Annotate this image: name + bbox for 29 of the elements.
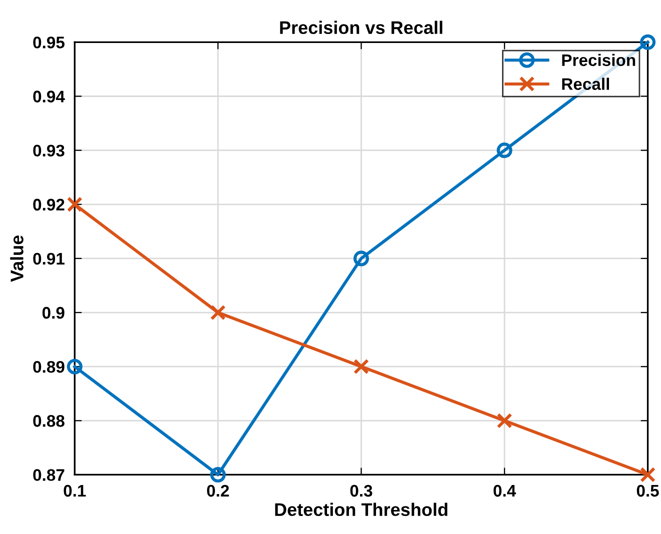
y-tick-label: 0.93 (33, 144, 64, 157)
x-tick-label: 0.2 (207, 484, 229, 497)
y-tick-label: 0.88 (33, 415, 64, 427)
y-tick-label: 0.94 (33, 90, 65, 102)
legend-label: Precision (562, 54, 636, 66)
point (210, 304, 226, 320)
y-tick-label: 0.89 (33, 360, 64, 373)
y-axis-title: Value (10, 235, 24, 282)
chart-title: Precision vs Recall (280, 20, 442, 34)
y-tick-label: 0.91 (33, 252, 65, 265)
x-axis-title: Detection Threshold (275, 502, 448, 516)
x-tick-label: 0.4 (494, 484, 516, 497)
point (496, 142, 512, 158)
point (66, 196, 82, 212)
y-tick-label: 0.92 (33, 198, 64, 211)
y-tick-label: 0.95 (33, 36, 65, 48)
x-tick-label: 0.5 (636, 484, 659, 497)
point (496, 412, 512, 428)
point (66, 358, 82, 374)
point (353, 358, 370, 374)
point (353, 250, 370, 266)
legend-label: Recall (562, 78, 610, 90)
x-tick-label: 0.3 (350, 484, 372, 497)
x-tick-label: 0.1 (64, 484, 86, 497)
point (640, 34, 656, 50)
y-tick-label: 0.9 (42, 306, 64, 319)
point (640, 466, 656, 483)
y-tick-label: 0.87 (33, 469, 64, 481)
point (210, 466, 226, 483)
